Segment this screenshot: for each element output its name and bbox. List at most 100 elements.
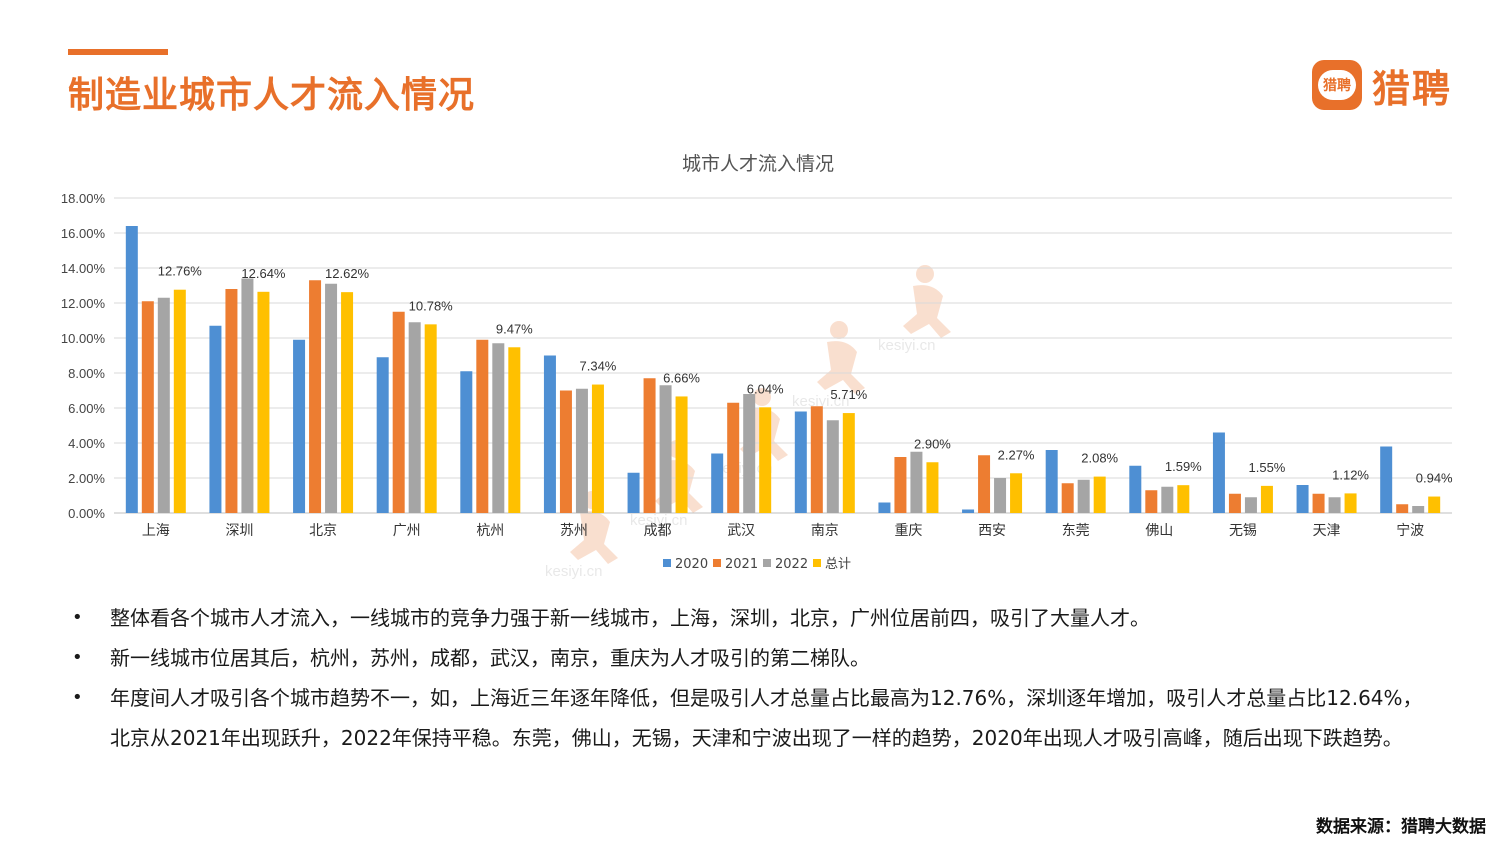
watermark-text: kesiyi.cn [878, 337, 936, 354]
y-tick-label: 18.00% [61, 191, 106, 206]
bar [376, 357, 389, 513]
legend-label: 总计 [825, 557, 851, 572]
bar [209, 325, 222, 513]
data-label: 2.90% [914, 436, 951, 451]
data-label: 1.55% [1249, 460, 1286, 475]
bar [559, 390, 572, 513]
bar [1412, 506, 1425, 513]
brand-name: 猎聘 [1372, 66, 1453, 111]
runner-head-shape [753, 388, 771, 406]
bar [460, 371, 473, 513]
bar [492, 343, 505, 513]
brand-badge-text: 猎聘 [1318, 70, 1356, 100]
data-source-note: 数据来源：猎聘大数据 [1316, 817, 1486, 837]
bar [1396, 504, 1409, 513]
bar [743, 394, 756, 513]
bar [575, 388, 588, 513]
watermark-runner-icon: kesiyi.cn [545, 491, 618, 580]
bar [1129, 465, 1142, 513]
bar [1428, 496, 1441, 513]
data-label: 6.04% [747, 381, 784, 396]
bar [659, 385, 672, 513]
y-axis-ticks: 0.00% 2.00% 4.00% 6.00% 8.00% 10.00% 12.00% 14.… [61, 191, 106, 521]
legend-label: 2022 [775, 557, 808, 572]
bar [1296, 485, 1309, 513]
bar [1312, 493, 1325, 513]
bar [894, 457, 907, 513]
data-label: 12.62% [325, 266, 370, 281]
y-tick-label: 8.00% [68, 366, 105, 381]
y-tick-label: 2.00% [68, 471, 105, 486]
bar [1045, 450, 1058, 513]
bars [125, 226, 1441, 513]
bar [759, 407, 772, 513]
title-accent-bar [68, 49, 168, 55]
bar [675, 396, 688, 513]
data-label: 1.12% [1332, 467, 1369, 482]
bar [157, 297, 170, 513]
data-label: 12.64% [241, 266, 286, 281]
bar [1161, 486, 1174, 513]
bar [962, 509, 975, 513]
watermark-text: kesiyi.cn [630, 512, 688, 529]
watermark-runner-icon: kesiyi.cn [792, 321, 865, 410]
bar [392, 311, 405, 513]
runner-body-shape [817, 341, 865, 394]
data-label: 1.59% [1165, 459, 1202, 474]
x-tick-label: 上海 [142, 523, 170, 539]
data-label: 6.66% [663, 370, 700, 385]
bar [1328, 497, 1341, 513]
y-tick-label: 4.00% [68, 436, 105, 451]
bullet-item: 新一线城市位居其后，杭州，苏州，成都，武汉，南京，重庆为人才吸引的第二梯队。 [70, 638, 1430, 678]
bar [978, 455, 991, 513]
bar [141, 301, 154, 513]
bar [1380, 446, 1393, 513]
bar [1145, 490, 1158, 513]
bar [325, 283, 338, 513]
bar [711, 453, 724, 513]
bar [241, 278, 254, 513]
data-label: 9.47% [496, 321, 533, 336]
bar [173, 289, 186, 513]
bar [293, 339, 306, 513]
bar [1177, 485, 1190, 513]
bar [994, 478, 1007, 513]
x-axis-categories: 上海 深圳 北京 广州 杭州 苏州 成都 武汉 南京 重庆 西安 东莞 佛山 无锡 天津 宁波 [142, 522, 1424, 539]
bar [1260, 485, 1273, 513]
runner-body-shape [570, 511, 618, 564]
legend-swatch [813, 559, 821, 567]
chat-bubble-icon: 猎聘 [1312, 60, 1362, 110]
x-tick-label: 北京 [309, 523, 337, 539]
bar [591, 384, 604, 513]
x-tick-label: 武汉 [727, 523, 755, 539]
bar [341, 292, 354, 513]
runner-head-shape [830, 321, 848, 339]
bar [727, 402, 740, 513]
bar [1344, 493, 1357, 513]
data-label: 12.76% [158, 264, 203, 279]
x-tick-label: 天津 [1313, 523, 1341, 539]
x-tick-label: 无锡 [1229, 523, 1257, 539]
bar [1061, 483, 1074, 513]
x-tick-label: 西安 [978, 523, 1006, 539]
x-tick-label: 南京 [811, 523, 839, 539]
x-tick-label: 深圳 [225, 523, 253, 539]
bar [878, 502, 891, 513]
data-label: 7.34% [580, 359, 617, 374]
y-tick-label: 0.00% [68, 506, 105, 521]
y-tick-label: 16.00% [61, 226, 106, 241]
bar [643, 378, 656, 513]
bar [476, 339, 489, 513]
legend-label: 2021 [725, 557, 758, 572]
data-label: 0.94% [1416, 471, 1453, 486]
bar [408, 322, 421, 513]
chart-legend: 2020 2021 2022 总计 [663, 557, 851, 572]
bar-chart: kesiyi.cnkesiyi.cnkesiyi.cnkesiyi.cnkesi… [61, 153, 1453, 580]
x-tick-label: 杭州 [476, 523, 504, 539]
bullet-item: 整体看各个城市人才流入，一线城市的竞争力强于新一线城市，上海，深圳，北京，广州位… [70, 598, 1430, 638]
bar [225, 289, 238, 513]
x-tick-label: 苏州 [560, 523, 588, 539]
y-tick-label: 6.00% [68, 401, 105, 416]
bar [826, 420, 839, 513]
data-label: 2.27% [998, 447, 1035, 462]
